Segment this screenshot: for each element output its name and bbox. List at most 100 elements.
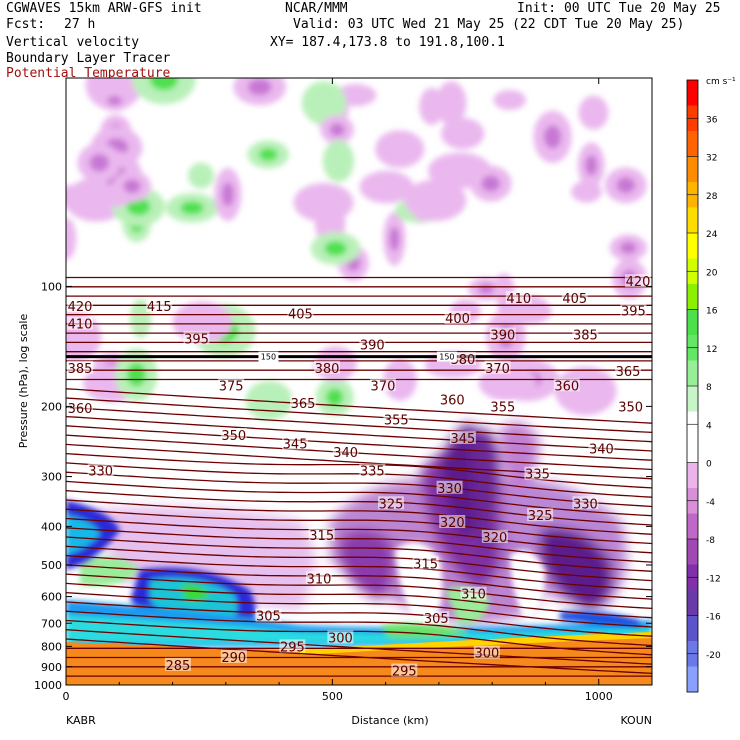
colorbar-tick-label: 20 <box>706 268 718 278</box>
vertical-velocity-field <box>66 78 647 421</box>
velocity-cell <box>66 217 77 260</box>
theta-label-bg <box>306 571 333 585</box>
plot-area: 420 415 420 410 405 410 405 395 400 395 390 390 385 3… <box>66 78 652 685</box>
theta-label: 300 <box>328 631 353 646</box>
velocity-core <box>619 241 637 254</box>
theta-label-bg <box>449 430 476 444</box>
theta-label: 315 <box>413 557 438 572</box>
y-axis-label: Pressure (hPa), log scale <box>17 314 30 449</box>
theta-label-bg <box>473 645 500 659</box>
velocity-core <box>616 177 636 194</box>
theta-contour <box>66 415 652 452</box>
velocity-cell <box>132 78 196 105</box>
velocity-cell <box>441 117 485 150</box>
theta-label: 380 <box>315 362 340 377</box>
velocity-cell <box>322 139 355 183</box>
tracer-label: 150 <box>439 353 454 362</box>
theta-contour <box>66 425 652 461</box>
velocity-core <box>221 182 234 207</box>
theta-label: 355 <box>384 414 409 429</box>
y-tick-label: 1000 <box>34 679 62 692</box>
theta-contour <box>66 545 652 582</box>
velocity-cell <box>404 179 467 222</box>
velocity-core <box>149 78 179 91</box>
tracer-label: 150 <box>261 353 276 362</box>
theta-label-bg <box>279 639 306 653</box>
theta-label: 370 <box>485 362 510 377</box>
y-tick-label: 200 <box>41 400 62 413</box>
colorbar-swatch <box>687 80 698 106</box>
plot-frame <box>65 77 653 686</box>
theta-label: 355 <box>490 400 515 415</box>
theta-contour <box>66 471 652 508</box>
theta-label: 365 <box>616 365 641 380</box>
theta-label-bg <box>572 496 599 510</box>
theta-contour <box>66 527 652 563</box>
theta-label-bg <box>489 327 516 341</box>
theta-contour <box>66 406 652 443</box>
left-endpoint-label: KABR <box>66 714 96 727</box>
valid-time: Valid: 03 UTC Wed 21 May 25 (22 CDT Tue … <box>293 17 685 32</box>
theta-contour <box>66 480 652 517</box>
theta-label-bg <box>553 378 580 392</box>
theta-label: 310 <box>307 572 332 587</box>
theta-label-bg <box>87 463 114 477</box>
model-title: CGWAVES 15km ARW-GFS init <box>6 1 202 16</box>
theta-label-bg <box>625 274 651 288</box>
colorbar-tick-label: 4 <box>706 421 712 431</box>
velocity-cell <box>375 130 425 168</box>
colorbar-tick-label: -4 <box>706 498 715 508</box>
colorbar-tick-label: 12 <box>706 345 717 355</box>
theta-label-bg <box>218 378 245 392</box>
theta-contour <box>66 591 652 628</box>
y-tick-label: 700 <box>41 617 62 630</box>
theta-label-bg <box>314 360 341 374</box>
theta-label: 320 <box>440 516 465 531</box>
theta-label: 395 <box>621 305 646 320</box>
theta-label-bg <box>327 630 354 644</box>
colorbar-swatch <box>687 513 698 540</box>
theta-label: 305 <box>256 610 281 625</box>
theta-contour <box>66 490 652 526</box>
velocity-cell <box>359 170 414 204</box>
colorbar-swatch <box>687 590 698 616</box>
y-tick-label: 600 <box>41 591 62 604</box>
theta-label-bg <box>436 480 463 494</box>
velocity-cell <box>578 95 609 130</box>
forecast-label: Fcst: <box>6 17 46 32</box>
velocity-cell <box>571 180 602 203</box>
theta-label-bg <box>524 466 551 480</box>
theta-label: 360 <box>68 402 93 417</box>
theta-label-bg <box>282 436 309 450</box>
theta-label-bg <box>220 649 247 663</box>
theta-label: 340 <box>333 446 358 461</box>
velocity-core <box>89 153 110 172</box>
theta-label-bg <box>439 515 466 529</box>
theta-contour <box>66 564 652 600</box>
theta-label-bg <box>489 399 516 413</box>
theta-label-bg <box>146 299 173 313</box>
theta-label: 410 <box>506 292 531 307</box>
theta-label: 350 <box>221 429 246 444</box>
velocity-core <box>247 78 272 96</box>
theta-label: 390 <box>360 339 385 354</box>
field-boundary-layer-tracer: Boundary Layer Tracer <box>6 51 171 66</box>
theta-contour <box>66 554 652 591</box>
theta-label: 325 <box>528 509 553 524</box>
colorbar-tick-label: 28 <box>706 192 718 202</box>
theta-label: 365 <box>291 397 316 412</box>
velocity-cell <box>493 90 526 111</box>
theta-contour <box>66 397 652 434</box>
colorbar-swatch <box>687 666 698 693</box>
theta-label: 335 <box>525 468 550 483</box>
theta-label-bg <box>615 363 642 377</box>
theta-label-bg <box>67 401 93 415</box>
theta-label: 335 <box>360 465 385 480</box>
theta-label-bg <box>484 360 511 374</box>
velocity-cell <box>419 87 445 126</box>
velocity-cell <box>436 81 467 126</box>
theta-label-bg <box>412 556 439 570</box>
theta-label: 360 <box>440 393 465 408</box>
theta-label-bg <box>67 360 93 374</box>
potential-temperature-contours <box>66 276 652 677</box>
